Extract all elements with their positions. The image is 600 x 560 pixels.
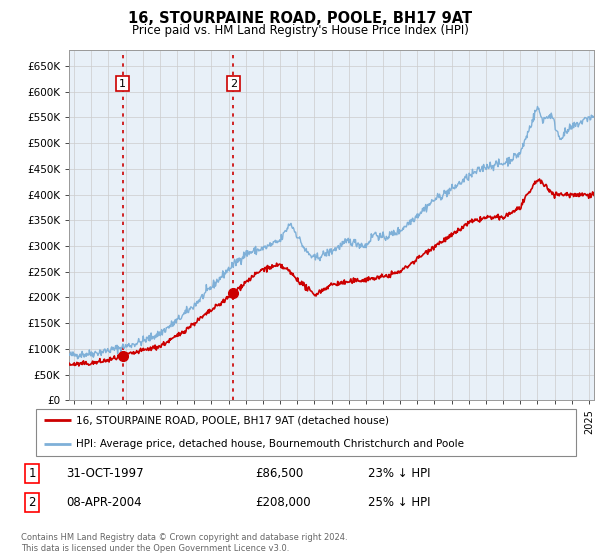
Text: 1: 1 [119,78,126,88]
Text: £208,000: £208,000 [255,496,311,509]
Text: HPI: Average price, detached house, Bournemouth Christchurch and Poole: HPI: Average price, detached house, Bour… [77,439,464,449]
Text: £86,500: £86,500 [255,466,303,480]
Text: 08-APR-2004: 08-APR-2004 [66,496,142,509]
Text: 31-OCT-1997: 31-OCT-1997 [66,466,143,480]
Text: 16, STOURPAINE ROAD, POOLE, BH17 9AT: 16, STOURPAINE ROAD, POOLE, BH17 9AT [128,11,472,26]
Text: 16, STOURPAINE ROAD, POOLE, BH17 9AT (detached house): 16, STOURPAINE ROAD, POOLE, BH17 9AT (de… [77,415,389,425]
Text: 2: 2 [230,78,237,88]
Text: Contains HM Land Registry data © Crown copyright and database right 2024.
This d: Contains HM Land Registry data © Crown c… [21,533,347,553]
Text: 25% ↓ HPI: 25% ↓ HPI [368,496,430,509]
Text: Price paid vs. HM Land Registry's House Price Index (HPI): Price paid vs. HM Land Registry's House … [131,24,469,36]
Text: 23% ↓ HPI: 23% ↓ HPI [368,466,430,480]
Text: 1: 1 [28,466,36,480]
Text: 2: 2 [28,496,36,509]
FancyBboxPatch shape [36,409,576,456]
